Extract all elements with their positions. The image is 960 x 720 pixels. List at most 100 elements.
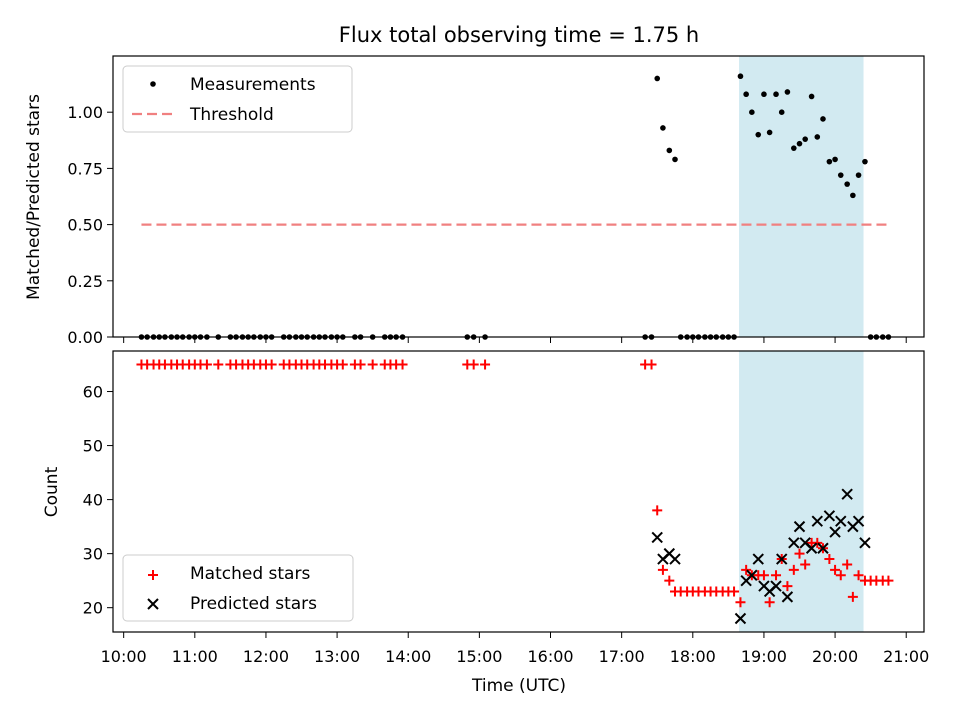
y-tick-label: 50: [83, 437, 103, 456]
legend-measurements-marker: [150, 81, 156, 87]
y-tick-label: 30: [83, 545, 103, 564]
matched-star-point: [853, 570, 864, 581]
x-tick-label: 10:00: [101, 647, 147, 666]
measurement-point: [784, 89, 791, 95]
x-tick-label: 12:00: [243, 647, 289, 666]
measurement-point: [743, 91, 749, 98]
matched-star-point: [367, 359, 378, 370]
measurement-point: [749, 109, 755, 115]
y-tick-label: 0.25: [67, 272, 103, 291]
x-tick-label: 11:00: [172, 647, 218, 666]
predicted-star-point: [817, 542, 829, 554]
matched-star-point: [847, 591, 858, 602]
predicted-star-point: [788, 537, 800, 549]
measurement-point: [672, 156, 678, 163]
predicted-star-point: [823, 510, 836, 522]
measurement-point: [820, 116, 826, 122]
measurement-point: [654, 75, 661, 82]
measurement-point: [666, 147, 673, 154]
matched-star-point: [657, 564, 668, 575]
predicted-star-point: [811, 515, 823, 527]
x-axis-label: Time (UTC): [471, 676, 566, 696]
shaded-span: [739, 56, 864, 337]
x-tick-label: 17:00: [599, 647, 645, 666]
matched-star-point: [883, 575, 894, 586]
y-tick-label: 0.75: [67, 159, 103, 178]
predicted-star-point: [829, 526, 841, 538]
matched-star-point: [266, 359, 277, 370]
matched-star-point: [201, 359, 212, 370]
matched-star-point: [764, 597, 775, 608]
bottom-legend: Matched stars Predicted stars: [122, 554, 354, 622]
predicted-star-point: [776, 553, 788, 565]
measurement-point: [796, 140, 803, 147]
predicted-star-point: [669, 553, 681, 565]
matched-star-point: [213, 359, 224, 370]
measurement-point: [660, 125, 666, 131]
x-tick-label: 18:00: [670, 647, 716, 666]
predicted-star-point: [781, 591, 794, 603]
x-tick-label: 14:00: [385, 647, 431, 666]
matched-star-point: [664, 575, 675, 586]
matched-star-point: [652, 505, 663, 516]
measurement-point: [808, 93, 815, 100]
measurement-point: [802, 136, 808, 142]
shaded-span: [739, 351, 864, 632]
matched-star-point: [788, 564, 799, 575]
y-tick-label: 20: [83, 599, 103, 618]
legend-threshold-label: Threshold: [189, 105, 274, 125]
measurement-point: [778, 109, 785, 115]
predicted-star-point: [841, 488, 853, 500]
predicted-star-point: [752, 553, 764, 565]
top-axes-frame: [112, 55, 925, 338]
predicted-star-point: [734, 612, 747, 625]
predicted-star-point: [770, 580, 782, 592]
legend-measurements-label: Measurements: [190, 75, 316, 95]
x-tick-label: 21:00: [883, 647, 929, 666]
legend-predicted-label: Predicted stars: [190, 594, 317, 614]
y-tick-label: 40: [83, 491, 103, 510]
predicted-star-point: [805, 542, 818, 554]
matched-star-point: [824, 554, 835, 565]
matched-star-point: [468, 359, 479, 370]
matched-star-point: [741, 564, 752, 575]
legend-predicted-marker: [147, 598, 159, 610]
measurement-point: [766, 129, 773, 136]
top-legend: Measurements Threshold: [122, 65, 353, 133]
y-tick-label: 60: [83, 383, 103, 402]
predicted-star-point: [651, 531, 663, 544]
matched-star-point: [735, 597, 746, 608]
bottom-axes-frame: [112, 350, 925, 633]
x-tick-label: 15:00: [456, 647, 502, 666]
predicted-star-point: [852, 515, 865, 527]
measurement-point: [826, 158, 833, 165]
predicted-star-point: [746, 569, 758, 581]
measurement-point: [814, 134, 821, 140]
measurement-point: [737, 73, 744, 80]
x-tick-label: 19:00: [741, 647, 787, 666]
measurement-point: [844, 181, 850, 187]
chart-title: Flux total observing time = 1.75 h: [339, 23, 699, 47]
bottom-legend-box: [122, 554, 354, 622]
measurement-point: [855, 172, 862, 178]
matched-star-point: [355, 359, 366, 370]
measurement-point: [832, 156, 838, 163]
measurement-point: [791, 145, 797, 151]
x-tick-label: 20:00: [812, 647, 858, 666]
matched-star-point: [835, 570, 846, 581]
matched-star-point: [782, 581, 793, 592]
matched-star-point: [812, 537, 823, 548]
matched-star-point: [794, 548, 805, 559]
legend-matched-label: Matched stars: [190, 564, 310, 584]
y-tick-label: 0.50: [67, 216, 103, 235]
measurement-point: [862, 158, 868, 165]
matched-star-point: [397, 359, 408, 370]
predicted-star-point: [835, 515, 847, 527]
matched-star-point: [842, 559, 853, 570]
predicted-star-point: [793, 520, 806, 533]
matched-star-point: [480, 359, 491, 370]
y-tick-label: 1.00: [67, 103, 103, 122]
y-tick-label: 0.00: [67, 328, 103, 347]
matched-star-point: [771, 570, 782, 581]
